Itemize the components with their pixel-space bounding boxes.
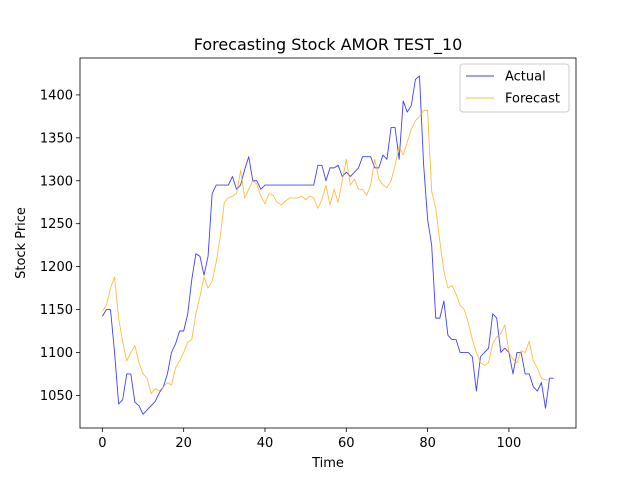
x-tick-label: 40 [257, 436, 274, 451]
series-line-forecast [101, 109, 550, 395]
x-tick-label: 80 [419, 436, 436, 451]
legend-label-forecast: Forecast [505, 92, 560, 107]
series-line-actual [101, 75, 554, 415]
x-axis-label: Time [311, 456, 344, 471]
x-tick-label: 0 [98, 436, 106, 451]
y-tick-label: 1200 [40, 260, 73, 275]
x-tick-label: 100 [497, 436, 522, 451]
series-layer [101, 75, 554, 415]
legend-label-actual: Actual [505, 70, 546, 85]
y-axis-label: Stock Price [14, 207, 29, 279]
y-tick-label: 1150 [40, 303, 73, 318]
y-tick-label: 1400 [40, 88, 73, 103]
y-tick-label: 1250 [40, 217, 73, 232]
legend: Actual Forecast [459, 63, 570, 113]
x-tick-label: 20 [175, 436, 192, 451]
x-tick-label: 60 [338, 436, 355, 451]
x-axis: 0 20 40 60 80 100 [98, 428, 521, 451]
y-tick-label: 1350 [40, 131, 73, 146]
y-tick-label: 1050 [40, 389, 73, 404]
chart-title: Forecasting Stock AMOR TEST_10 [194, 35, 463, 55]
y-axis: 1050 1100 1150 1200 1250 1300 1350 1400 [40, 88, 80, 404]
y-tick-label: 1100 [40, 346, 73, 361]
plot-area [79, 57, 577, 429]
y-tick-label: 1300 [40, 174, 73, 189]
